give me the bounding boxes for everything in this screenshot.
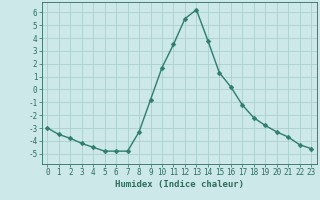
X-axis label: Humidex (Indice chaleur): Humidex (Indice chaleur) <box>115 180 244 189</box>
